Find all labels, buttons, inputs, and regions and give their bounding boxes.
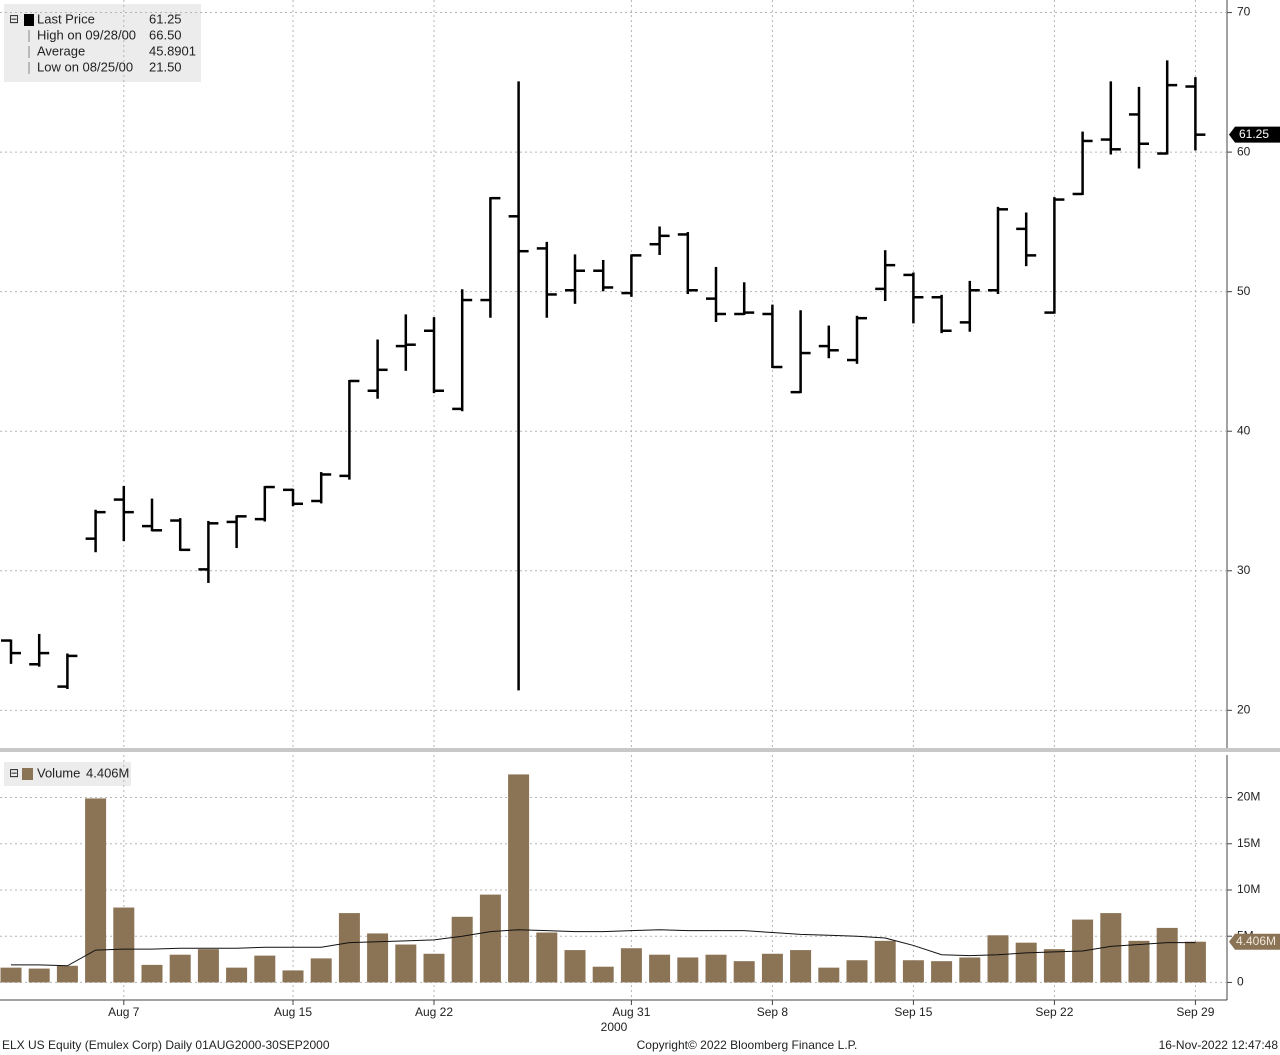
footer-left: ELX US Equity (Emulex Corp) Daily 01AUG2… [2, 1038, 330, 1052]
volume-bar [818, 967, 840, 983]
y-tick-label: 20M [1237, 790, 1260, 804]
legend-label: Volume [37, 765, 80, 780]
y-tick-label: 50 [1237, 284, 1251, 298]
volume-bar [620, 948, 642, 983]
volume-bar [338, 913, 360, 983]
volume-bar [0, 967, 22, 983]
last-price-tag [1229, 126, 1280, 143]
y-tick-label: 70 [1237, 5, 1251, 19]
volume-bar [1128, 940, 1150, 983]
volume-bar [705, 954, 727, 983]
legend-value: 4.406M [86, 765, 129, 780]
x-tick-label: Sep 29 [1176, 1005, 1214, 1019]
x-tick-label: Aug 15 [274, 1005, 312, 1019]
last-price-tag-label: 61.25 [1239, 127, 1269, 141]
volume-bar [479, 894, 501, 983]
volume-bar [395, 944, 417, 983]
y-tick-label: 0 [1237, 975, 1244, 989]
volume-bar [56, 965, 78, 983]
volume-bar [902, 960, 924, 983]
y-tick-label: 10M [1237, 882, 1260, 896]
y-tick-label: 40 [1237, 423, 1251, 437]
volume-bar [226, 967, 248, 983]
volume-bar [254, 955, 276, 983]
legend-label: Last Price [37, 11, 95, 26]
legend-swatch [24, 14, 34, 26]
volume-bar [85, 798, 107, 983]
volume-bar [1156, 927, 1178, 983]
legend-label: Low on 08/25/00 [37, 59, 133, 74]
footer-center: Copyright© 2022 Bloomberg Finance L.P. [637, 1038, 858, 1052]
legend-label: High on 09/28/00 [37, 27, 136, 42]
panel-divider [0, 748, 1280, 752]
volume-bar [649, 954, 671, 983]
y-tick-label: 20 [1237, 702, 1251, 716]
x-tick-label: Aug 7 [108, 1005, 140, 1019]
volume-bar [1184, 941, 1206, 983]
volume-bar [423, 953, 445, 983]
y-tick-label: 15M [1237, 836, 1260, 850]
volume-bar [1043, 949, 1065, 983]
volume-bar [113, 907, 135, 983]
year-label: 2000 [601, 1020, 628, 1034]
volume-average-line [11, 929, 1196, 967]
volume-tag [1229, 933, 1280, 950]
volume-bar [451, 916, 473, 983]
volume-bar [846, 960, 868, 983]
volume-bar [169, 954, 191, 983]
volume-bar [197, 949, 219, 983]
legend-value: 21.50 [149, 59, 182, 74]
volume-bar [28, 968, 50, 983]
y-tick-label: 30 [1237, 563, 1251, 577]
volume-bar [536, 932, 558, 983]
volume-bar [874, 940, 896, 983]
x-tick-label: Sep 22 [1035, 1005, 1073, 1019]
legend-value: 66.50 [149, 27, 182, 42]
y-tick-label: 60 [1237, 144, 1251, 158]
volume-bar [564, 950, 586, 983]
footer-right: 16-Nov-2022 12:47:48 [1159, 1038, 1279, 1052]
volume-bar [931, 961, 953, 983]
x-tick-label: Aug 22 [415, 1005, 453, 1019]
legend-swatch [22, 768, 33, 780]
volume-bar [508, 774, 530, 983]
volume-bar [367, 933, 389, 983]
x-tick-label: Sep 8 [757, 1005, 789, 1019]
volume-bar [677, 957, 699, 983]
legend-label: Average [37, 43, 85, 58]
volume-bar [1015, 942, 1037, 983]
volume-bar [592, 966, 614, 983]
volume-bar [790, 950, 812, 983]
legend-value: 45.8901 [149, 43, 196, 58]
x-tick-label: Sep 15 [894, 1005, 932, 1019]
volume-bar [761, 953, 783, 983]
legend-value: 61.25 [149, 11, 182, 26]
legend-toggle: ⊟ [9, 766, 19, 780]
price-legend-box [4, 4, 201, 82]
volume-bar [987, 935, 1009, 983]
legend-toggle: ⊟ [9, 12, 19, 26]
volume-tag-label: 4.406M [1236, 934, 1276, 948]
volume-bar [733, 961, 755, 983]
x-tick-label: Aug 31 [612, 1005, 650, 1019]
volume-bar [959, 957, 981, 983]
volume-bar [141, 964, 163, 983]
volume-bar [282, 970, 304, 983]
volume-bar [310, 958, 332, 983]
volume-bar [1100, 913, 1122, 983]
